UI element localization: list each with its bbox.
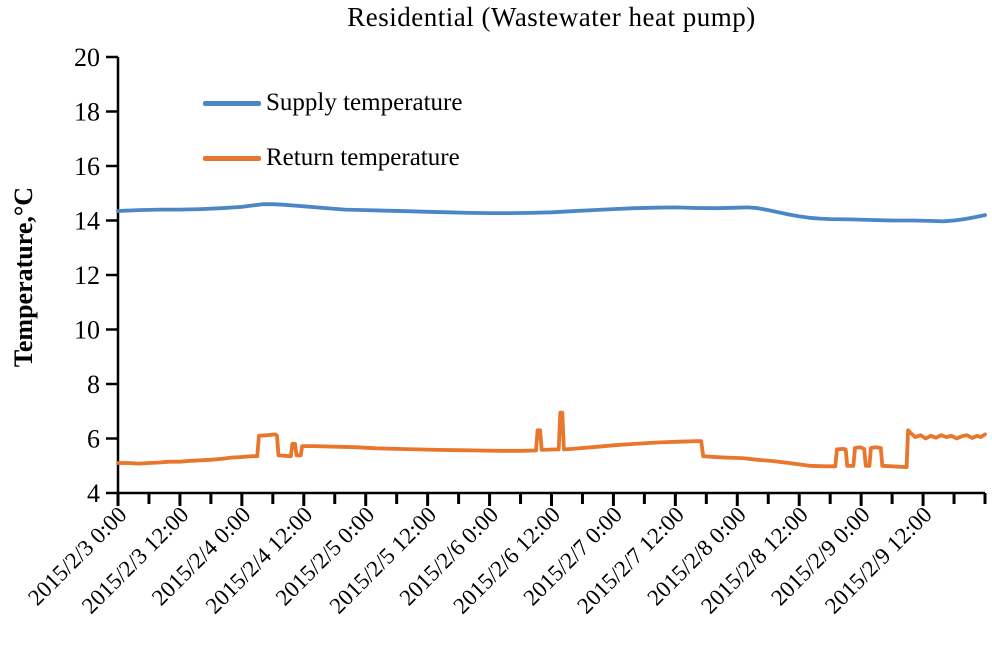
x-tick-label: 2015/2/9 12:00 (820, 502, 937, 619)
x-tick-label: 2015/2/5 12:00 (325, 502, 442, 619)
y-tick-label: 18 (74, 98, 100, 127)
x-tick-label: 2015/2/6 12:00 (448, 502, 565, 619)
y-axis-title: Temperature,°C (9, 186, 38, 368)
x-tick-label: 2015/2/8 12:00 (696, 502, 813, 619)
x-tick-label: 2015/2/3 12:00 (77, 502, 194, 619)
legend: Supply temperature Return temperature (203, 88, 462, 198)
y-tick-label: 4 (87, 479, 100, 508)
y-tick-label: 12 (74, 261, 100, 290)
y-tick-label: 6 (87, 425, 100, 454)
x-tick-label: 2015/2/4 12:00 (201, 502, 318, 619)
y-tick-label: 8 (87, 370, 100, 399)
y-tick-label: 20 (74, 43, 100, 72)
x-tick-label: 2015/2/7 12:00 (572, 502, 689, 619)
y-tick-label: 14 (74, 207, 100, 236)
chart-title: Residential (Wastewater heat pump) (347, 2, 756, 32)
supply-temperature-line (116, 202, 987, 224)
legend-label-return: Return temperature (266, 144, 460, 171)
return-line-swatch (203, 155, 261, 161)
supply-line-swatch (203, 100, 261, 106)
legend-label-supply: Supply temperature (266, 89, 463, 116)
legend-item-return: Return temperature (203, 143, 462, 173)
y-tick-label: 10 (74, 316, 100, 345)
legend-item-supply: Supply temperature (203, 88, 462, 118)
y-tick-label: 16 (74, 152, 100, 181)
return-temperature-line (116, 410, 987, 470)
